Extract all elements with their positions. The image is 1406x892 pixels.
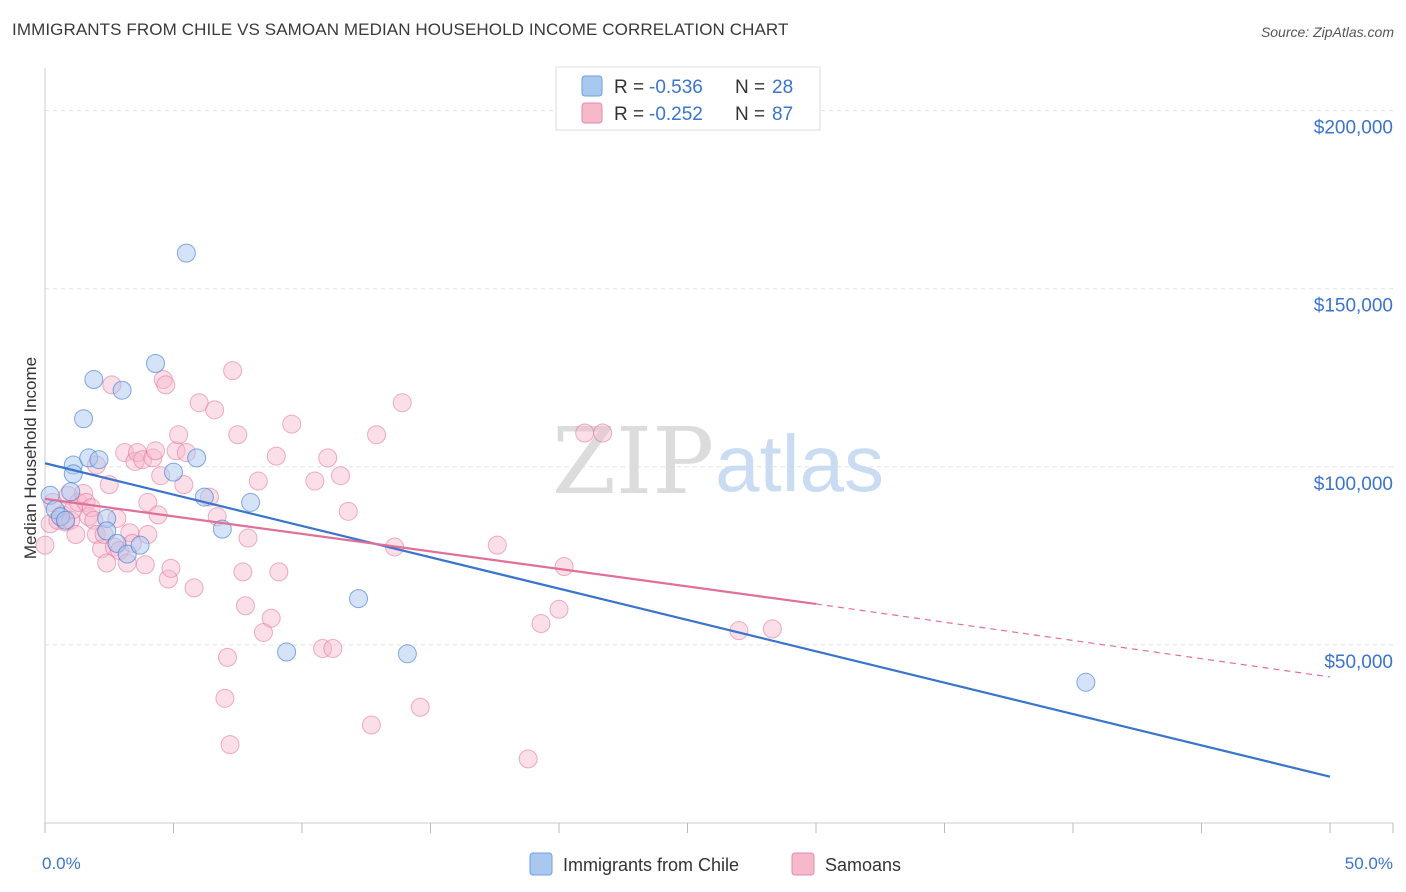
stats-r-value-chile: -0.536	[649, 77, 703, 98]
chile-point	[1076, 672, 1096, 692]
samoans-point	[762, 619, 782, 639]
watermark-atlas: atlas	[715, 419, 884, 508]
samoans-point	[174, 475, 194, 495]
stats-n-label-chile: N =	[735, 77, 765, 98]
stats-r-label-chile: R =	[614, 77, 644, 98]
stats-n-value-samoans: 87	[772, 104, 793, 125]
chile-point	[130, 535, 150, 555]
chile-point	[61, 482, 81, 502]
samoans-point	[282, 414, 302, 434]
samoans-point	[238, 528, 258, 548]
samoans-point	[217, 647, 237, 667]
chile-point	[176, 243, 196, 263]
samoans-point	[161, 558, 181, 578]
stats-n-label-samoans: N =	[735, 104, 765, 125]
samoans-point	[248, 471, 268, 491]
chile-point	[241, 492, 261, 512]
samoans-point	[97, 553, 117, 573]
samoans-point	[266, 446, 286, 466]
x-tick-label-min: 0.0%	[42, 854, 81, 873]
samoans-point	[269, 562, 289, 582]
chile-point	[97, 521, 117, 541]
stats-r-value-samoans: -0.252	[649, 104, 703, 125]
samoans-trend-line	[44, 497, 817, 606]
samoans-point	[518, 749, 538, 769]
chile-point	[84, 370, 104, 390]
samoans-point	[228, 425, 248, 445]
samoans-point	[66, 524, 86, 544]
chile-trend-line	[44, 462, 1331, 778]
chile-point	[89, 450, 109, 470]
trend-lines	[44, 462, 1331, 778]
samoans-point	[410, 697, 430, 717]
samoans-point	[169, 425, 189, 445]
samoans-trend-extension	[815, 603, 1331, 678]
samoans-point	[323, 638, 343, 658]
chile-point	[56, 510, 76, 530]
stats-swatch-samoans	[581, 102, 603, 124]
stats-n-value-chile: 28	[772, 77, 793, 98]
chile-point	[397, 644, 417, 664]
stats-box: R = -0.536 N = 28 R = -0.252 N = 87	[555, 66, 821, 131]
samoans-point	[549, 599, 569, 619]
y-tick-label: $200,000	[1314, 118, 1393, 139]
samoans-point	[531, 614, 551, 634]
legend-swatch-samoans	[791, 852, 815, 876]
samoans-point	[233, 562, 253, 582]
samoans-point	[313, 638, 333, 658]
samoans-point	[261, 608, 281, 628]
legend-label-samoans: Samoans	[825, 855, 901, 875]
samoans-point	[135, 555, 155, 575]
axes	[44, 68, 1394, 833]
chile-point	[277, 642, 297, 662]
samoans-point	[138, 492, 158, 512]
y-tick-label: $150,000	[1314, 296, 1393, 317]
samoans-point	[367, 425, 387, 445]
samoans-point	[392, 393, 412, 413]
samoans-point	[554, 557, 574, 577]
samoans-point	[143, 448, 163, 468]
samoans-point	[215, 688, 235, 708]
samoans-point	[361, 715, 381, 735]
samoans-point	[305, 471, 325, 491]
watermark-zip: ZIP	[552, 408, 714, 515]
samoans-point	[331, 466, 351, 486]
samoans-point	[593, 423, 613, 443]
chile-point	[146, 354, 166, 374]
tick-labels: $50,000 $100,000 $150,000 $200,000 0.0% 50.0%	[42, 118, 1393, 873]
samoans-point	[220, 735, 240, 755]
legend: Immigrants from Chile Samoans	[529, 852, 901, 876]
y-tick-label: $50,000	[1324, 652, 1393, 673]
samoans-point	[156, 375, 176, 395]
samoans-point	[189, 393, 209, 413]
legend-swatch-chile	[529, 852, 553, 876]
stats-r-label-samoans: R =	[614, 104, 644, 125]
legend-label-chile: Immigrants from Chile	[563, 855, 739, 875]
chile-point	[164, 462, 183, 482]
y-tick-label: $100,000	[1314, 474, 1393, 495]
chile-point	[74, 409, 94, 429]
samoans-point	[184, 578, 204, 598]
chile-point	[112, 380, 132, 400]
samoans-point	[235, 596, 255, 616]
samoans-point	[223, 361, 243, 381]
stats-swatch-chile	[581, 75, 603, 97]
samoans-point	[205, 400, 225, 420]
chile-point	[187, 448, 207, 468]
samoans-point	[487, 535, 507, 555]
samoans-point	[318, 448, 338, 468]
samoans-point	[338, 501, 358, 521]
samoans-point	[35, 535, 55, 555]
samoans-point	[146, 441, 166, 461]
chile-point	[349, 589, 369, 609]
source-label: Source: ZipAtlas.com	[1260, 24, 1394, 40]
samoans-point	[575, 423, 595, 443]
samoans-point	[81, 498, 101, 518]
chart-title: IMMIGRANTS FROM CHILE VS SAMOAN MEDIAN H…	[12, 20, 789, 39]
y-axis-label: Median Household Income	[21, 357, 40, 559]
samoans-point	[153, 370, 173, 390]
x-tick-label-max: 50.0%	[1345, 854, 1393, 873]
grid-lines	[45, 110, 1393, 646]
